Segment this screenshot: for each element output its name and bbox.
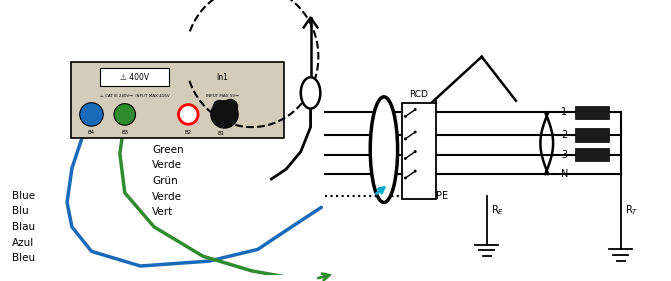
Text: R$_T$: R$_T$ [625, 203, 638, 217]
Bar [401, 103, 435, 199]
Circle shape [178, 105, 198, 124]
Circle shape [114, 104, 136, 125]
Circle shape [211, 101, 238, 128]
Text: B2: B2 [185, 130, 192, 135]
Text: 2: 2 [561, 130, 567, 140]
Bar [574, 128, 609, 142]
Circle shape [414, 170, 417, 173]
Ellipse shape [301, 77, 320, 108]
Bar [71, 62, 284, 138]
Circle shape [213, 100, 226, 114]
Circle shape [414, 150, 417, 153]
Text: R$_E$: R$_E$ [491, 203, 504, 217]
Bar [574, 148, 609, 161]
Text: ⚠ 400V: ⚠ 400V [120, 73, 149, 82]
Circle shape [404, 137, 407, 140]
Bar [100, 69, 168, 86]
Bar [574, 106, 609, 119]
Circle shape [80, 103, 103, 126]
Text: In1: In1 [217, 73, 229, 82]
Circle shape [404, 176, 407, 180]
Text: B1: B1 [217, 132, 224, 137]
Ellipse shape [370, 97, 398, 202]
Circle shape [414, 108, 417, 111]
Circle shape [414, 131, 417, 133]
Circle shape [404, 115, 407, 118]
Text: Green
Verde
Grün
Verde
Vert: Green Verde Grün Verde Vert [152, 145, 184, 217]
Text: 1: 1 [561, 107, 567, 117]
Text: N: N [561, 169, 568, 179]
Circle shape [404, 157, 407, 160]
Circle shape [223, 99, 238, 114]
Text: ⚠ CAT III 240V→  INPUT MAX 415V: ⚠ CAT III 240V→ INPUT MAX 415V [100, 94, 169, 98]
Text: Blue
Blu
Blau
Azul
Bleu: Blue Blu Blau Azul Bleu [12, 191, 36, 263]
Text: INPUT MAX 5V→: INPUT MAX 5V→ [206, 94, 239, 98]
Text: RCD: RCD [409, 90, 428, 99]
Text: PE: PE [435, 191, 448, 201]
Text: B4: B4 [88, 130, 95, 135]
Text: 3: 3 [561, 149, 567, 160]
Text: B3: B3 [121, 130, 128, 135]
